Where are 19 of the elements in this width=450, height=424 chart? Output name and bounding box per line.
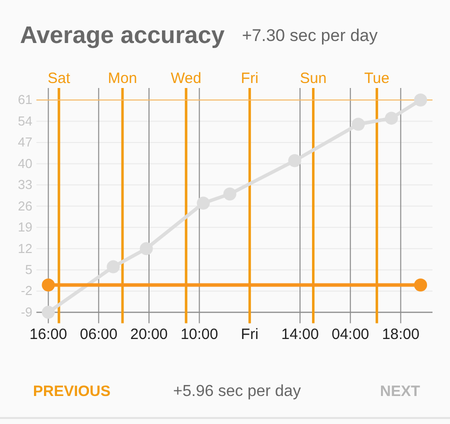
ref-line-label: Sat [48, 70, 72, 87]
x-tick-label: 10:00 [180, 326, 218, 343]
ref-line-label: Tue [364, 70, 390, 87]
text: NEXT [380, 383, 420, 400]
x-tick-label: 06:00 [80, 326, 118, 343]
ref-line-label: Mon [108, 70, 138, 87]
text: +5.96 sec per day [173, 383, 301, 400]
ref-line-label: Wed [170, 70, 202, 87]
chart-subtitle: +7.30 sec per day [242, 26, 378, 45]
x-tick-label: 14:00 [281, 326, 319, 343]
x-tick-label: 20:00 [130, 326, 168, 343]
text: PREVIOUS [33, 383, 111, 400]
ref-line-label: Fri [240, 70, 258, 87]
x-tick-label: Fri [240, 326, 258, 343]
x-tick-label: 16:00 [30, 326, 68, 343]
x-tick-label: 18:00 [382, 326, 420, 343]
x-tick-label: 04:00 [332, 326, 370, 343]
ref-line-label: Sun [300, 70, 327, 87]
chart-title: Average accuracy [20, 22, 226, 49]
